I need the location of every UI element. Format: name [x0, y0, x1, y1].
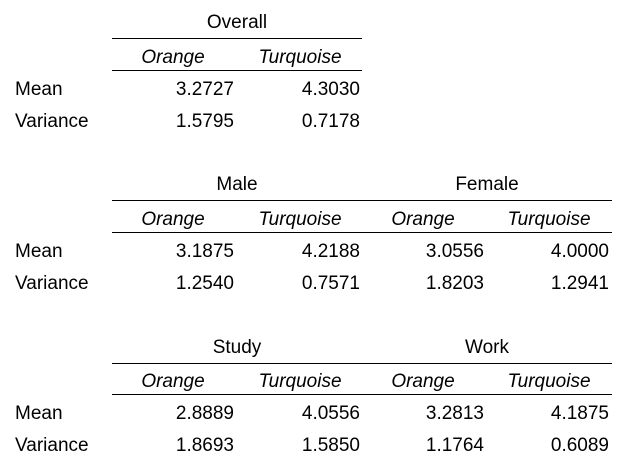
cell-work-orange-mean: 3.2813: [425, 403, 484, 424]
cell-male-orange-variance: 1.2540: [175, 273, 234, 294]
subheader-rule: [112, 232, 612, 233]
row-label-variance: Variance: [15, 435, 89, 456]
column-header-orange: Orange: [141, 371, 205, 392]
cell-female-turquoise-mean: 4.0000: [550, 241, 609, 262]
cell-male-turquoise-mean: 4.2188: [301, 241, 360, 262]
group-title-overall: Overall: [206, 12, 268, 33]
cell-study-orange-variance: 1.8693: [175, 435, 234, 456]
group-title-work: Work: [465, 337, 509, 358]
row-label-variance: Variance: [15, 111, 89, 132]
row-label-mean: Mean: [15, 241, 63, 262]
cell-male-turquoise-variance: 0.7571: [301, 273, 360, 294]
cell-work-turquoise-mean: 4.1875: [550, 403, 609, 424]
cell-male-orange-mean: 3.1875: [175, 241, 234, 262]
cell-overall-turquoise-variance: 0.7178: [301, 111, 360, 132]
row-label-mean: Mean: [15, 403, 63, 424]
header-rule: [112, 363, 612, 364]
column-header-orange: Orange: [141, 209, 205, 230]
cell-work-orange-variance: 1.1764: [425, 435, 484, 456]
column-header-orange: Orange: [391, 209, 455, 230]
column-header-orange: Orange: [141, 47, 205, 68]
cell-overall-turquoise-mean: 4.3030: [301, 79, 360, 100]
cell-female-orange-variance: 1.8203: [425, 273, 484, 294]
column-header-turquoise: Turquoise: [507, 209, 591, 230]
cell-female-turquoise-variance: 1.2941: [550, 273, 609, 294]
cell-study-turquoise-variance: 1.5850: [301, 435, 360, 456]
cell-study-turquoise-mean: 4.0556: [301, 403, 360, 424]
header-rule: [112, 200, 612, 201]
column-header-turquoise: Turquoise: [258, 371, 342, 392]
group-title-female: Female: [455, 174, 519, 195]
cell-overall-orange-mean: 3.2727: [175, 79, 234, 100]
column-header-orange: Orange: [391, 371, 455, 392]
subheader-rule: [112, 394, 612, 395]
cell-overall-orange-variance: 1.5795: [175, 111, 234, 132]
cell-female-orange-mean: 3.0556: [425, 241, 484, 262]
group-title-study: Study: [212, 337, 262, 358]
group-title-male: Male: [216, 174, 258, 195]
subheader-rule: [112, 70, 362, 71]
cell-work-turquoise-variance: 0.6089: [550, 435, 609, 456]
header-rule: [112, 38, 362, 39]
column-header-turquoise: Turquoise: [507, 371, 591, 392]
row-label-variance: Variance: [15, 273, 89, 294]
row-label-mean: Mean: [15, 79, 63, 100]
column-header-turquoise: Turquoise: [258, 209, 342, 230]
column-header-turquoise: Turquoise: [258, 47, 342, 68]
cell-study-orange-mean: 2.8889: [175, 403, 234, 424]
